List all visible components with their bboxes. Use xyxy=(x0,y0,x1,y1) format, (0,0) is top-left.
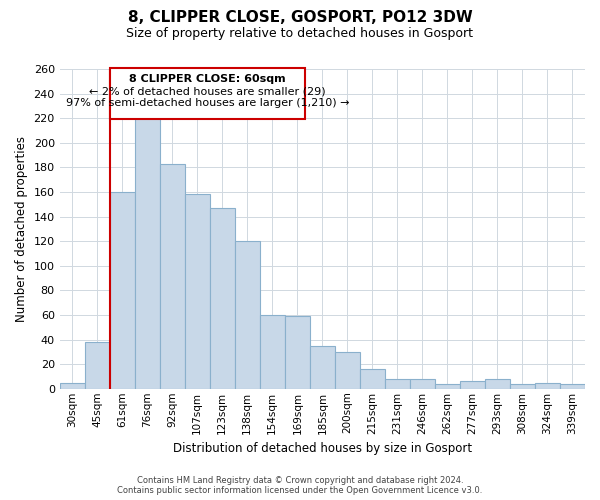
Text: Contains HM Land Registry data © Crown copyright and database right 2024.
Contai: Contains HM Land Registry data © Crown c… xyxy=(118,476,482,495)
Text: Size of property relative to detached houses in Gosport: Size of property relative to detached ho… xyxy=(127,28,473,40)
Bar xyxy=(485,379,510,389)
Bar xyxy=(410,379,435,389)
Bar xyxy=(435,384,460,389)
Bar xyxy=(235,241,260,389)
Text: 97% of semi-detached houses are larger (1,210) →: 97% of semi-detached houses are larger (… xyxy=(65,98,349,108)
FancyBboxPatch shape xyxy=(110,68,305,120)
Bar xyxy=(210,208,235,389)
Bar xyxy=(285,316,310,389)
Bar xyxy=(335,352,360,389)
Bar xyxy=(185,194,210,389)
Bar xyxy=(160,164,185,389)
Bar xyxy=(310,346,335,389)
Bar xyxy=(360,369,385,389)
Bar xyxy=(535,382,560,389)
Bar xyxy=(560,384,585,389)
Bar xyxy=(85,342,110,389)
Bar xyxy=(260,315,285,389)
Bar xyxy=(460,382,485,389)
Y-axis label: Number of detached properties: Number of detached properties xyxy=(15,136,28,322)
Bar xyxy=(135,118,160,389)
Text: ← 2% of detached houses are smaller (29): ← 2% of detached houses are smaller (29) xyxy=(89,86,326,96)
Text: 8, CLIPPER CLOSE, GOSPORT, PO12 3DW: 8, CLIPPER CLOSE, GOSPORT, PO12 3DW xyxy=(128,10,472,25)
Bar xyxy=(385,379,410,389)
X-axis label: Distribution of detached houses by size in Gosport: Distribution of detached houses by size … xyxy=(173,442,472,455)
Bar xyxy=(510,384,535,389)
Bar xyxy=(110,192,135,389)
Text: 8 CLIPPER CLOSE: 60sqm: 8 CLIPPER CLOSE: 60sqm xyxy=(129,74,286,84)
Bar xyxy=(59,382,85,389)
